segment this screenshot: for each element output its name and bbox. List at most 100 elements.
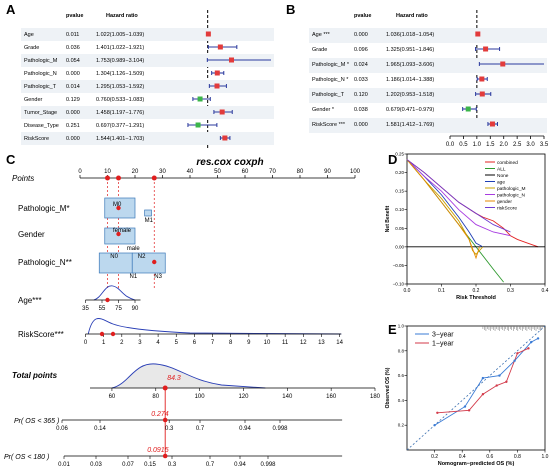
y-tick-label: −0.05	[393, 263, 405, 268]
age-tick-label: 35	[82, 306, 89, 312]
total-tick-label: 160	[326, 394, 337, 400]
legend-label: riskScore	[497, 205, 517, 211]
value-marker	[116, 231, 121, 237]
calibration-point	[433, 424, 436, 427]
var-label: Pathologic_N**	[18, 258, 72, 267]
legend-label: None	[497, 173, 509, 179]
hr-point	[475, 31, 481, 37]
y-tick-label: 0.4	[398, 398, 405, 403]
calibration-point	[436, 411, 439, 414]
hr-point	[479, 91, 485, 97]
distribution-box	[144, 209, 152, 217]
os365-value-label: 0.274	[151, 411, 169, 418]
hr-point	[219, 109, 225, 115]
calibration-point	[527, 347, 530, 350]
legend-label: 1−year	[432, 341, 454, 348]
level-label: M1	[145, 218, 154, 224]
os365-tick-label: 0.94	[239, 426, 251, 432]
hr-point	[197, 96, 203, 102]
legend-label: age	[497, 180, 505, 185]
row-pvalue: 0.014	[66, 84, 80, 90]
os180-marker	[162, 453, 168, 459]
hr-point	[500, 61, 506, 67]
row-hr-text: 1.036(1.018−1.054)	[386, 32, 434, 38]
header-pvalue: pvalue	[66, 13, 83, 19]
row-pvalue: 0.120	[354, 92, 368, 98]
y-tick-label: 0.05	[395, 226, 404, 231]
hr-point	[465, 106, 471, 112]
row-pvalue: 0.038	[354, 107, 368, 113]
row-name: Gender	[24, 97, 43, 103]
riskscore-tick-label: 12	[300, 340, 307, 346]
os180-tick-label: 0.7	[206, 462, 215, 468]
total-tick-label: 100	[195, 394, 206, 400]
forest-plot-a: pvalue Hazard ratio Age 0.011 1.022(1.005−1.…	[21, 10, 274, 148]
calibration-point	[467, 409, 471, 412]
row-hr-text: 1.022(1.005−1.039)	[96, 32, 144, 38]
row-pvalue: 0.000	[66, 71, 80, 77]
points-label: Points	[12, 174, 34, 183]
row-pvalue: 0.000	[354, 32, 368, 38]
row-band	[21, 80, 274, 93]
panel-label-c: C	[6, 152, 16, 167]
row-band	[309, 58, 547, 73]
x-tick-label: 0.0	[404, 288, 411, 294]
total-tick-label: 120	[238, 394, 249, 400]
panel-label-b: B	[286, 2, 296, 17]
points-tick-label: 90	[324, 169, 331, 175]
os180-value-label: 0.0915	[147, 447, 169, 454]
calibration-point	[513, 359, 516, 362]
legend-label: pathologic_M	[497, 186, 526, 192]
x-tick-label: 2.5	[513, 142, 522, 148]
calibration-point	[505, 380, 508, 383]
panel-label-d: D	[388, 152, 398, 167]
row-hr-text: 0.679(0.471−0.979)	[386, 107, 434, 113]
row-name: Grade	[312, 47, 327, 53]
os180-tick-label: 0.94	[234, 462, 246, 468]
os365-tick-label: 0.7	[196, 426, 205, 432]
legend-label: pathologic_N	[497, 192, 526, 198]
os180-tick-label: 0.01	[58, 462, 70, 468]
riskscore-tick-label: 11	[282, 340, 289, 346]
row-band	[309, 28, 547, 43]
row-hr-text: 1.186(1.014−1.388)	[386, 77, 434, 83]
header-hazard-ratio: Hazard ratio	[396, 13, 428, 19]
points-tick-label: 50	[214, 169, 221, 175]
riskscore-tick-label: 6	[193, 340, 197, 346]
hr-point	[222, 135, 228, 141]
os180-label: Pr( OS < 180 )	[4, 454, 49, 461]
row-hr-text: 1.401(1.022−1.921)	[96, 45, 144, 51]
riskscore-tick-label: 4	[156, 340, 160, 346]
row-band	[21, 54, 274, 67]
row-pvalue: 0.036	[66, 45, 80, 51]
x-axis-label: Risk Threshold	[456, 295, 496, 301]
ideal-line	[406, 325, 546, 451]
x-tick-label: 0.2	[431, 454, 438, 460]
legend-label: 3−year	[432, 332, 454, 339]
x-tick-label: 0.2	[473, 288, 480, 294]
hr-point	[483, 46, 489, 52]
row-name: Gender *	[312, 107, 335, 113]
riskscore-tick-label: 13	[318, 340, 325, 346]
row-hr-text: 1.325(0.951−1.846)	[386, 47, 434, 53]
var-label: Pathologic_M*	[18, 204, 70, 213]
calibration-point	[536, 337, 540, 340]
value-marker	[152, 259, 157, 265]
total-tick-label: 60	[109, 394, 116, 400]
os180-tick-label: 0.3	[168, 462, 177, 468]
y-axis-label: Observed OS (%)	[385, 367, 391, 408]
legend-label: gender	[497, 199, 512, 205]
age-tick-label: 90	[132, 306, 139, 312]
points-tick-label: 30	[159, 169, 166, 175]
riskscore-tick-label: 2	[120, 340, 124, 346]
row-pvalue: 0.011	[66, 32, 79, 38]
os365-tick-label: 0.3	[165, 426, 174, 432]
riskscore-tick-label: 9	[247, 340, 251, 346]
hr-point	[479, 76, 485, 82]
riskscore-tick-label: 1	[102, 340, 106, 346]
x-tick-label: 0.1	[438, 288, 445, 294]
os365-marker	[162, 417, 168, 423]
x-tick-label: 0.4	[459, 454, 466, 460]
value-marker	[116, 205, 121, 211]
hr-point	[489, 121, 495, 127]
